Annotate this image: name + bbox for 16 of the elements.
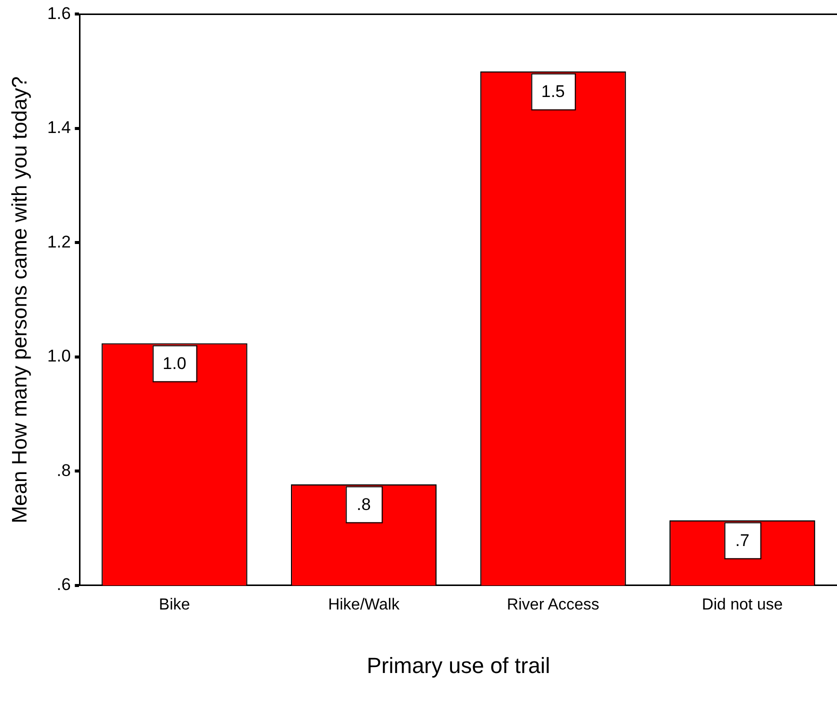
data-label: .7: [735, 530, 750, 550]
x-tick-label: Hike/Walk: [328, 596, 400, 614]
y-tick-label: 1.2: [47, 232, 71, 252]
y-tick-label: .8: [56, 460, 71, 480]
x-axis-title: Primary use of trail: [366, 652, 550, 678]
data-label: 1.5: [541, 82, 565, 102]
y-axis-title: Mean How many persons came with you today?: [8, 76, 32, 524]
y-tick-label: 1.6: [47, 4, 71, 23]
y-tick-label: .6: [56, 575, 71, 594]
x-tick-label: Did not use: [702, 596, 783, 614]
x-tick-label: Bike: [158, 596, 190, 614]
data-label: 1.0: [162, 354, 186, 373]
x-tick-label: River Access: [506, 596, 600, 614]
y-tick-label: 1.4: [47, 118, 71, 138]
data-label: .8: [356, 494, 371, 514]
y-tick-label: 1.0: [47, 346, 71, 366]
